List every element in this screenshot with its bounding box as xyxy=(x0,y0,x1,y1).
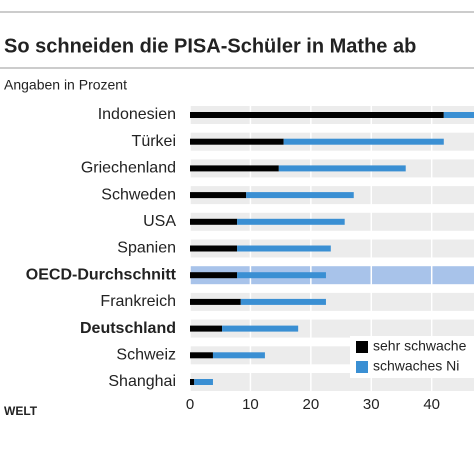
category-label: Shanghai xyxy=(108,373,176,390)
bar-segment xyxy=(278,165,406,172)
x-tick-label: 20 xyxy=(303,396,320,413)
category-label: USA xyxy=(143,213,176,230)
row-band xyxy=(190,239,474,258)
legend-swatch xyxy=(356,341,368,353)
legend-label: sehr schwache xyxy=(373,338,467,354)
category-label: Frankreich xyxy=(100,293,176,310)
bar-segment xyxy=(222,325,299,332)
row-band xyxy=(190,319,474,338)
bar-segment xyxy=(190,112,444,118)
bar-segment xyxy=(190,325,223,332)
category-label: Spanien xyxy=(117,240,176,257)
bar-segment xyxy=(443,112,474,118)
category-label: Schweiz xyxy=(116,347,176,364)
legend-label: schwaches Ni xyxy=(373,358,459,374)
legend-swatch xyxy=(356,361,368,373)
bar-segment xyxy=(190,272,238,279)
x-tick-label: 40 xyxy=(423,396,440,413)
bar-segment xyxy=(240,298,326,305)
bar-segment xyxy=(194,379,213,385)
category-label: Schweden xyxy=(101,186,176,203)
bar-segment xyxy=(190,379,195,385)
highlight-band xyxy=(190,266,474,285)
source-logo: WELT xyxy=(4,404,38,418)
category-label: Türkei xyxy=(132,133,176,150)
subtitle: Angaben in Prozent xyxy=(4,77,127,93)
chart-title: So schneiden die PISA-Schüler in Mathe a… xyxy=(4,35,416,57)
row-band xyxy=(190,292,474,311)
bar-segment xyxy=(190,138,284,145)
bar-segment xyxy=(237,272,326,279)
bar-segment xyxy=(190,165,279,172)
category-label: OECD-Durchschnitt xyxy=(26,266,177,283)
category-label: Deutschland xyxy=(80,320,176,337)
bar-segment xyxy=(237,245,331,252)
category-label: Indonesien xyxy=(98,106,176,123)
bar-segment xyxy=(190,352,213,359)
plot-area xyxy=(189,105,474,392)
bar-segment xyxy=(237,218,345,225)
bar-segment xyxy=(283,138,444,145)
category-label: Griechenland xyxy=(81,160,176,177)
legend-bg xyxy=(350,336,474,378)
bar-segment xyxy=(212,352,265,359)
bar-segment xyxy=(190,218,238,225)
x-tick-label: 10 xyxy=(242,396,259,413)
x-tick-label: 0 xyxy=(186,396,194,413)
x-tick-label: 30 xyxy=(363,396,380,413)
bar-segment xyxy=(246,192,354,199)
bar-segment xyxy=(190,192,247,199)
bar-segment xyxy=(190,245,238,252)
bar-segment xyxy=(190,298,241,305)
